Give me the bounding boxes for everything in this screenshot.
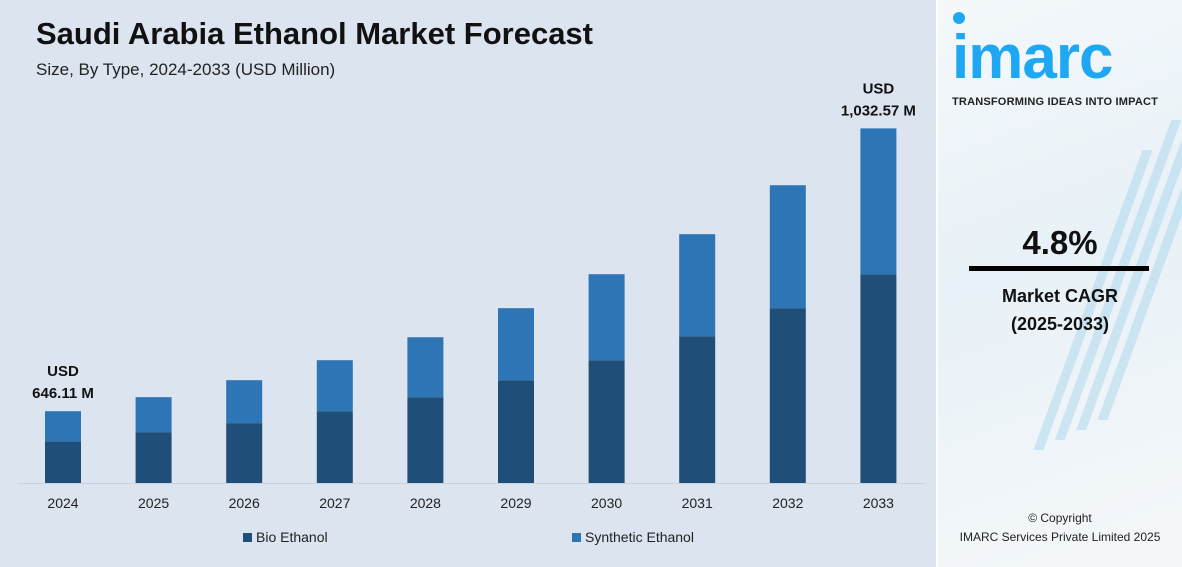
cagr-value: 4.8% bbox=[1022, 224, 1098, 261]
bar-synthetic-ethanol-2031 bbox=[679, 234, 716, 337]
imarc-logo: imarc bbox=[952, 26, 1113, 90]
legend-swatch-0 bbox=[243, 533, 252, 542]
bar-synthetic-ethanol-2032 bbox=[769, 185, 806, 309]
side-panel: imarc TRANSFORMING IDEAS INTO IMPACT 4.8… bbox=[938, 0, 1182, 567]
bar-synthetic-ethanol-2030 bbox=[588, 274, 625, 361]
tagline: TRANSFORMING IDEAS INTO IMPACT bbox=[952, 96, 1159, 108]
x-tick-label: 2033 bbox=[863, 495, 894, 511]
x-tick-label: 2026 bbox=[229, 495, 260, 511]
bar-bio-ethanol-2024 bbox=[45, 441, 81, 483]
data-label-value: 1,032.57 M bbox=[841, 102, 916, 119]
copyright: © Copyright bbox=[1028, 511, 1092, 525]
divider bbox=[969, 266, 1149, 271]
x-tick-label: 2024 bbox=[47, 495, 78, 511]
bar-synthetic-ethanol-2026 bbox=[226, 380, 263, 424]
bar-bio-ethanol-2028 bbox=[407, 397, 444, 483]
bar-bio-ethanol-2026 bbox=[226, 423, 263, 483]
bar-synthetic-ethanol-2028 bbox=[407, 337, 444, 398]
bar-bio-ethanol-2027 bbox=[316, 411, 353, 483]
data-label-currency: USD bbox=[47, 363, 79, 380]
bar-bio-ethanol-2031 bbox=[679, 336, 716, 483]
bar-bio-ethanol-2030 bbox=[588, 360, 625, 483]
bar-bio-ethanol-2033 bbox=[860, 274, 897, 483]
bar-synthetic-ethanol-2033 bbox=[860, 128, 897, 275]
chart-title: Saudi Arabia Ethanol Market Forecast bbox=[36, 16, 594, 51]
legend-label-0: Bio Ethanol bbox=[256, 529, 328, 545]
logo-dot bbox=[953, 12, 965, 24]
x-tick-label: 2030 bbox=[591, 495, 622, 511]
x-tick-label: 2032 bbox=[772, 495, 803, 511]
x-tick-label: 2028 bbox=[410, 495, 441, 511]
x-tick-label: 2031 bbox=[682, 495, 713, 511]
legend-label-1: Synthetic Ethanol bbox=[585, 529, 694, 545]
bar-synthetic-ethanol-2025 bbox=[135, 397, 172, 433]
bar-synthetic-ethanol-2027 bbox=[316, 360, 353, 412]
x-tick-label: 2027 bbox=[319, 495, 350, 511]
data-label-currency: USD bbox=[863, 80, 895, 97]
x-tick-label: 2025 bbox=[138, 495, 169, 511]
bar-synthetic-ethanol-2024 bbox=[45, 411, 81, 442]
x-tick-label: 2029 bbox=[500, 495, 531, 511]
bar-bio-ethanol-2032 bbox=[769, 308, 806, 483]
bar-bio-ethanol-2029 bbox=[498, 380, 534, 483]
stacked-bar-chart: 2024 2025 2026 2027 2028 2029 2030 2031 2032 2033… bbox=[18, 80, 925, 545]
chart-panel: Saudi Arabia Ethanol Market Forecast Siz… bbox=[0, 0, 936, 567]
legend-swatch-1 bbox=[572, 533, 581, 542]
bar-synthetic-ethanol-2029 bbox=[498, 308, 534, 381]
chart-subtitle: Size, By Type, 2024-2033 (USD Million) bbox=[36, 60, 336, 79]
company-name: IMARC Services Private Limited 2025 bbox=[959, 530, 1161, 544]
cagr-period: (2025-2033) bbox=[1010, 314, 1110, 334]
cagr-label: Market CAGR bbox=[1001, 286, 1119, 306]
bar-bio-ethanol-2025 bbox=[135, 432, 172, 483]
data-label-value: 646.11 M bbox=[32, 385, 94, 402]
